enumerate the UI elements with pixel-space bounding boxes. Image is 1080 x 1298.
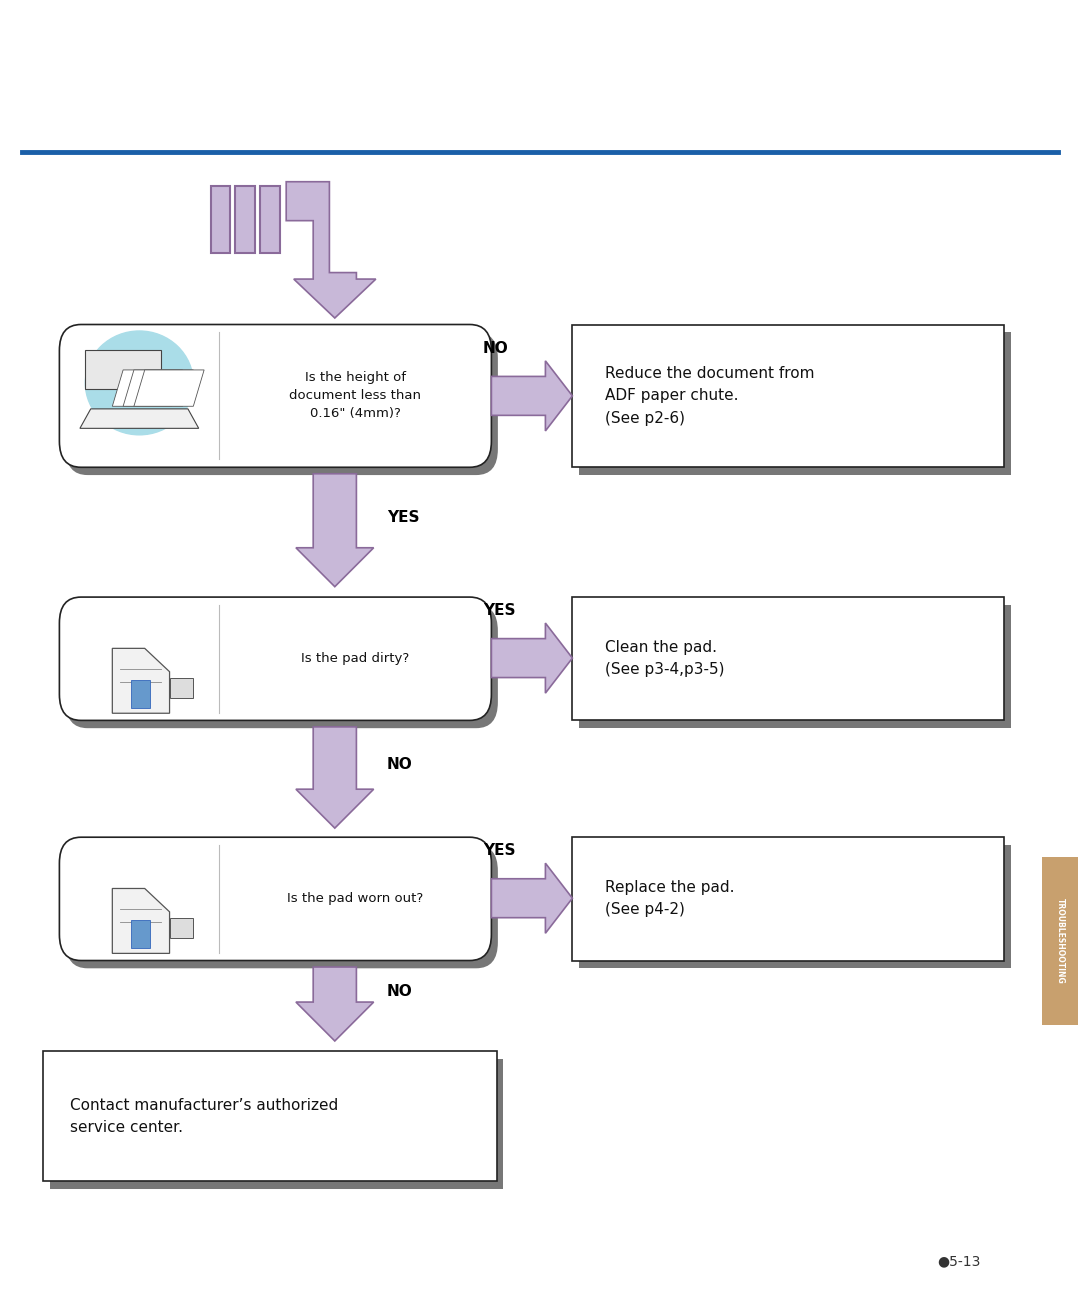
Text: YES: YES [483,842,515,858]
FancyBboxPatch shape [211,186,230,253]
FancyBboxPatch shape [59,837,491,961]
Polygon shape [123,370,193,406]
Text: YES: YES [387,510,419,524]
Text: Reduce the document from
ADF paper chute.
(See p2-6): Reduce the document from ADF paper chute… [605,366,814,426]
FancyBboxPatch shape [1042,857,1078,1025]
Text: YES: YES [483,602,515,618]
FancyBboxPatch shape [579,605,1011,728]
Text: NO: NO [387,984,413,998]
FancyBboxPatch shape [59,324,491,467]
Text: TROUBLESHOOTING: TROUBLESHOOTING [1055,898,1065,984]
FancyBboxPatch shape [579,845,1011,968]
Polygon shape [170,919,193,937]
FancyBboxPatch shape [59,597,491,720]
Text: Contact manufacturer’s authorized
service center.: Contact manufacturer’s authorized servic… [70,1098,338,1134]
Ellipse shape [85,331,193,435]
FancyBboxPatch shape [572,837,1004,961]
Polygon shape [112,370,183,406]
Polygon shape [491,623,572,693]
FancyBboxPatch shape [50,1059,503,1189]
Polygon shape [80,409,199,428]
Text: Clean the pad.
(See p3-4,p3-5): Clean the pad. (See p3-4,p3-5) [605,640,725,678]
FancyBboxPatch shape [43,1051,497,1181]
FancyBboxPatch shape [66,332,498,475]
Text: NO: NO [387,757,413,772]
Polygon shape [286,182,376,318]
Text: ●5-13: ●5-13 [937,1255,981,1268]
Text: NO: NO [483,340,509,356]
FancyBboxPatch shape [235,186,255,253]
FancyBboxPatch shape [66,845,498,968]
Polygon shape [134,370,204,406]
Polygon shape [491,863,572,933]
FancyBboxPatch shape [260,186,280,253]
Text: Is the pad dirty?: Is the pad dirty? [301,652,409,666]
Polygon shape [85,350,161,389]
FancyBboxPatch shape [572,597,1004,720]
FancyBboxPatch shape [66,605,498,728]
Text: Is the height of
document less than
0.16" (4mm)?: Is the height of document less than 0.16… [289,371,421,421]
FancyBboxPatch shape [579,332,1011,475]
Polygon shape [296,967,374,1041]
Text: Is the pad worn out?: Is the pad worn out? [287,892,423,906]
Polygon shape [296,727,374,828]
FancyBboxPatch shape [572,324,1004,467]
FancyBboxPatch shape [131,919,150,948]
Polygon shape [491,361,572,431]
FancyBboxPatch shape [131,679,150,709]
Text: Replace the pad.
(See p4-2): Replace the pad. (See p4-2) [605,880,734,918]
Polygon shape [296,474,374,587]
Polygon shape [112,888,170,953]
Polygon shape [170,678,193,697]
Polygon shape [112,649,170,714]
